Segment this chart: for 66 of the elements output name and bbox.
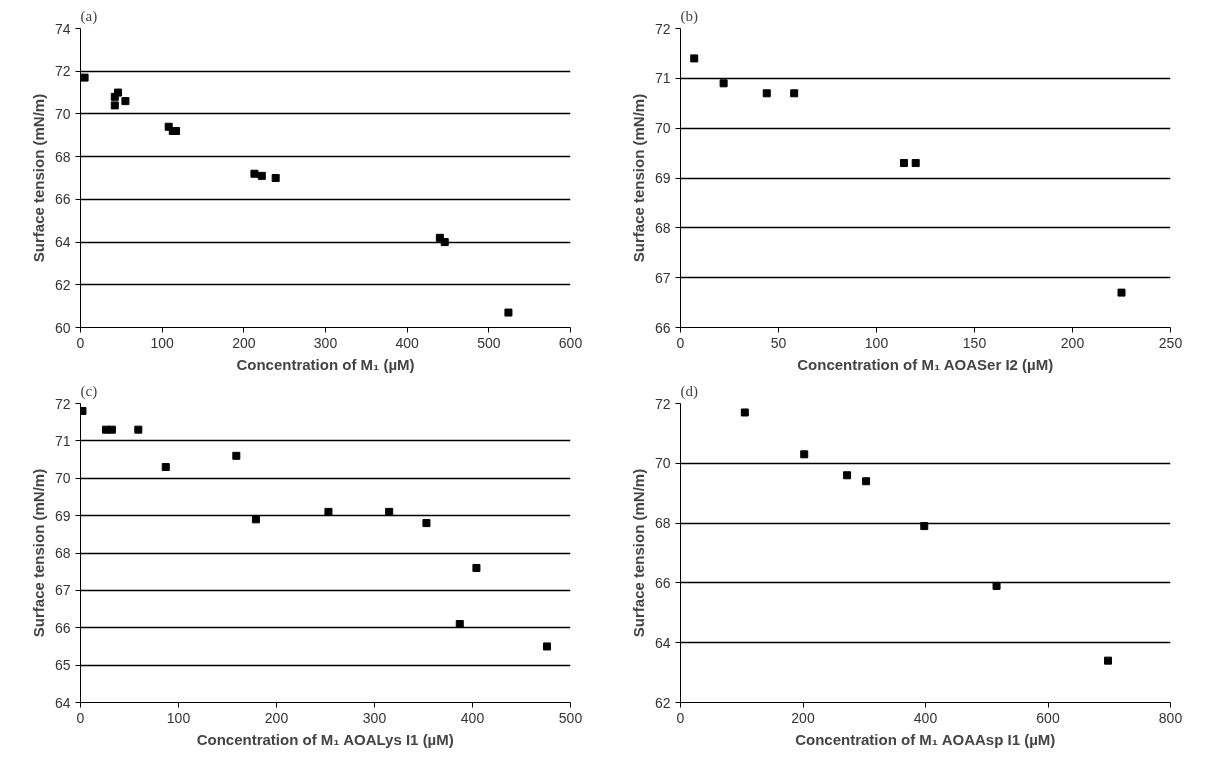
y-tick-label: 70 xyxy=(54,470,71,487)
x-tick-label: 600 xyxy=(1036,709,1060,726)
chart-title: (c) xyxy=(80,382,98,400)
x-tick-label: 200 xyxy=(791,709,815,726)
y-axis-title: Surface tension (mN/m) xyxy=(629,93,647,263)
chart-title: (b) xyxy=(680,7,698,25)
chart-title: (a) xyxy=(80,7,98,25)
y-tick-label: 70 xyxy=(654,455,671,472)
y-tick-label: 66 xyxy=(54,619,71,636)
y-tick-label: 64 xyxy=(54,694,71,711)
x-tick-label: 200 xyxy=(1060,334,1085,351)
y-tick-label: 64 xyxy=(54,234,71,251)
x-tick-label: 300 xyxy=(313,334,338,351)
x-tick-label: 50 xyxy=(770,334,787,351)
y-tick-label: 68 xyxy=(654,515,671,532)
x-tick-label: 100 xyxy=(864,334,889,351)
x-tick-label: 400 xyxy=(913,709,938,726)
y-tick-label: 68 xyxy=(654,219,671,236)
x-tick-label: 0 xyxy=(676,334,685,351)
y-tick-label: 69 xyxy=(654,170,671,186)
x-tick-label: 100 xyxy=(150,334,175,351)
y-tick-label: 71 xyxy=(54,432,71,449)
y-axis-title: Surface tension (mN/m) xyxy=(29,468,47,638)
y-tick-label: 68 xyxy=(54,148,71,165)
y-tick-label: 62 xyxy=(654,694,671,711)
y-tick-label: 74 xyxy=(54,20,71,37)
y-tick-label: 72 xyxy=(54,63,71,80)
y-tick-label: 68 xyxy=(54,545,71,561)
y-tick-label: 65 xyxy=(54,657,71,674)
y-axis-title: Surface tension (mN/m) xyxy=(629,468,647,638)
x-tick-label: 200 xyxy=(232,334,256,351)
y-tick-label: 66 xyxy=(54,191,71,208)
y-axis-title: Surface tension (mN/m) xyxy=(29,93,47,263)
x-tick-label: 150 xyxy=(962,334,987,351)
y-tick-label: 66 xyxy=(654,574,671,591)
x-tick-label: 100 xyxy=(166,709,191,726)
y-tick-label: 62 xyxy=(54,276,71,293)
x-tick-label: 0 xyxy=(676,709,685,726)
x-tick-label: 600 xyxy=(558,334,583,351)
y-tick-label: 72 xyxy=(654,20,671,37)
y-tick-label: 70 xyxy=(54,105,71,122)
x-axis-title: Concentration of M₁ AOAAsp I1 (µM) xyxy=(795,730,1056,748)
y-tick-label: 66 xyxy=(654,319,671,336)
x-axis-title: Concentration of M₁ (µM) xyxy=(236,355,415,373)
chart-title: (d) xyxy=(680,382,698,400)
x-tick-label: 300 xyxy=(362,709,387,726)
y-tick-label: 64 xyxy=(654,634,671,651)
y-tick-label: 69 xyxy=(54,507,71,524)
x-tick-label: 500 xyxy=(558,709,583,726)
y-tick-label: 67 xyxy=(54,582,71,599)
x-tick-label: 500 xyxy=(477,334,501,351)
x-axis-title: Concentration of M₁ AOALys I1 (µM) xyxy=(196,730,454,748)
x-tick-label: 400 xyxy=(460,709,485,726)
y-tick-label: 72 xyxy=(654,395,671,412)
x-axis-title: Concentration of M₁ AOASer I2 (µM) xyxy=(797,355,1054,373)
y-tick-label: 72 xyxy=(54,395,71,412)
x-tick-label: 0 xyxy=(76,709,85,726)
x-tick-label: 0 xyxy=(76,334,85,351)
y-tick-label: 70 xyxy=(654,120,671,137)
x-tick-label: 800 xyxy=(1158,709,1183,726)
x-tick-label: 250 xyxy=(1158,334,1183,351)
y-tick-label: 71 xyxy=(654,70,671,87)
x-tick-label: 400 xyxy=(395,334,420,351)
y-tick-label: 60 xyxy=(54,319,71,336)
y-tick-label: 67 xyxy=(654,269,671,286)
x-tick-label: 200 xyxy=(264,709,289,726)
